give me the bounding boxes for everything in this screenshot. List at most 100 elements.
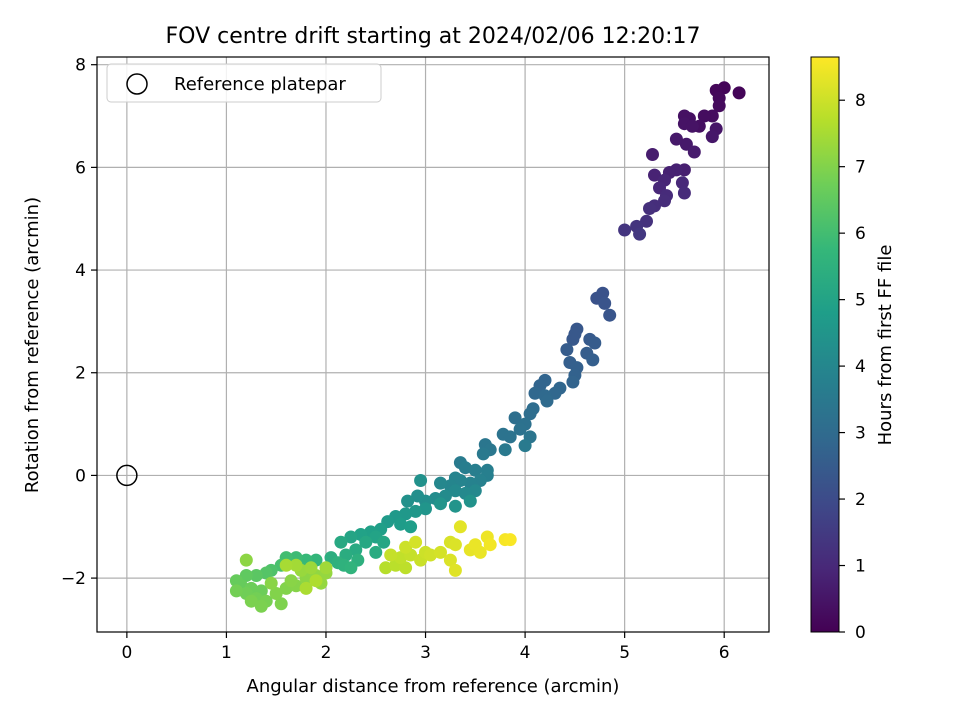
y-tick-label: 8	[75, 56, 86, 76]
scatter-point	[239, 569, 253, 582]
scatter-point	[244, 594, 258, 608]
scatter-point	[548, 386, 562, 400]
colorbar-tick-label: 6	[855, 224, 866, 244]
x-tick-label: 5	[619, 643, 630, 663]
scatter-point	[399, 561, 413, 575]
x-axis-label: Angular distance from reference (arcmin)	[247, 676, 620, 697]
scatter-point	[603, 308, 617, 322]
y-axis-ticks: −2 0 2 4 6 8	[61, 56, 97, 589]
scatter-point	[448, 538, 462, 552]
scatter-point	[473, 545, 487, 559]
scatter-point	[349, 543, 363, 557]
scatter-point	[434, 497, 447, 511]
x-tick-label: 0	[121, 643, 132, 663]
scatter-point	[434, 545, 447, 559]
scatter-point	[249, 569, 263, 582]
scatter-point	[483, 538, 497, 552]
colorbar-tick-label: 1	[855, 557, 866, 577]
scatter-point	[528, 386, 542, 400]
colorbar-tick-label: 7	[855, 158, 866, 178]
scatter-point	[399, 540, 413, 554]
scatter-point	[369, 545, 383, 559]
colorbar-tick-label: 8	[855, 91, 866, 111]
colorbar-tick-label: 2	[855, 490, 866, 510]
scatter-point	[705, 130, 719, 144]
scatter-point	[669, 132, 683, 146]
scatter-point	[618, 223, 632, 237]
scatter-point	[279, 558, 293, 572]
scatter-point	[648, 168, 661, 182]
scatter-point	[409, 504, 423, 518]
scatter-point	[712, 99, 726, 113]
scatter-point	[309, 574, 323, 588]
reference-platepar-marker	[116, 464, 138, 487]
legend: Reference platepar	[106, 63, 382, 103]
scatter-point	[289, 558, 303, 572]
plot-frame	[96, 56, 770, 633]
scatter-point	[503, 533, 517, 547]
x-tick-label: 3	[420, 643, 431, 663]
scatter-point	[414, 474, 428, 487]
scatter-point	[344, 530, 358, 544]
scatter-point	[640, 214, 653, 228]
scatter-point	[675, 176, 689, 190]
legend-entry-label: Reference platepar	[174, 74, 346, 95]
scatter-point	[424, 548, 437, 562]
scatter-point	[658, 194, 671, 208]
scatter-point	[588, 336, 602, 350]
chart-title: FOV centre drift starting at 2024/02/06 …	[166, 24, 701, 49]
scatter-point	[598, 296, 612, 310]
scatter-point	[448, 563, 462, 577]
scatter-point	[274, 597, 288, 611]
scatter-point	[284, 574, 298, 588]
x-tick-label: 2	[321, 643, 332, 663]
y-axis-label: Rotation from reference (arcmin)	[22, 197, 43, 493]
x-tick-label: 4	[520, 643, 531, 663]
scatter-point	[411, 489, 425, 503]
scatter-point	[409, 535, 423, 549]
scatter-point	[468, 463, 482, 477]
scatter-point	[448, 484, 462, 498]
y-tick-label: 0	[75, 466, 86, 486]
scatter-point	[379, 561, 393, 575]
scatter-point	[401, 494, 415, 508]
scatter-point	[384, 548, 398, 562]
scatter-point	[518, 439, 532, 453]
scatter-point	[476, 447, 490, 461]
scatter-point	[254, 599, 268, 613]
scatter-point	[344, 561, 358, 575]
y-tick-label: 6	[75, 158, 86, 178]
scatter-point	[319, 561, 333, 575]
colorbar-tick-label: 0	[855, 623, 866, 643]
scatter-point	[560, 343, 574, 357]
scatter-point	[633, 227, 647, 241]
scatter-point	[404, 520, 418, 534]
scatter-point	[259, 566, 273, 580]
scatter-point	[264, 576, 278, 590]
scatter-point	[458, 461, 472, 475]
scatter-point	[448, 499, 462, 513]
x-tick-label: 6	[719, 643, 730, 663]
scatter-point	[453, 520, 467, 534]
colorbar-tick-label: 5	[855, 291, 866, 311]
scatter-point	[677, 186, 691, 200]
scatter-point	[473, 474, 487, 487]
scatter-point	[394, 517, 408, 531]
scatter-point	[687, 145, 701, 159]
y-tick-label: 2	[75, 364, 86, 384]
scatter-point	[239, 553, 253, 567]
scatter-point	[359, 535, 373, 549]
scatter-point	[643, 202, 656, 215]
y-tick-label: 4	[75, 261, 86, 281]
scatter-point	[304, 561, 318, 575]
scatter-point	[399, 507, 413, 521]
scatter-point	[566, 375, 580, 389]
scatter-point	[339, 548, 353, 562]
scatter-point	[523, 407, 537, 421]
scatter-point	[229, 584, 243, 598]
scatter-point	[508, 411, 522, 425]
colorbar-tick-label: 3	[855, 424, 866, 444]
scatter-point	[443, 553, 457, 567]
x-tick-label: 1	[221, 643, 232, 663]
